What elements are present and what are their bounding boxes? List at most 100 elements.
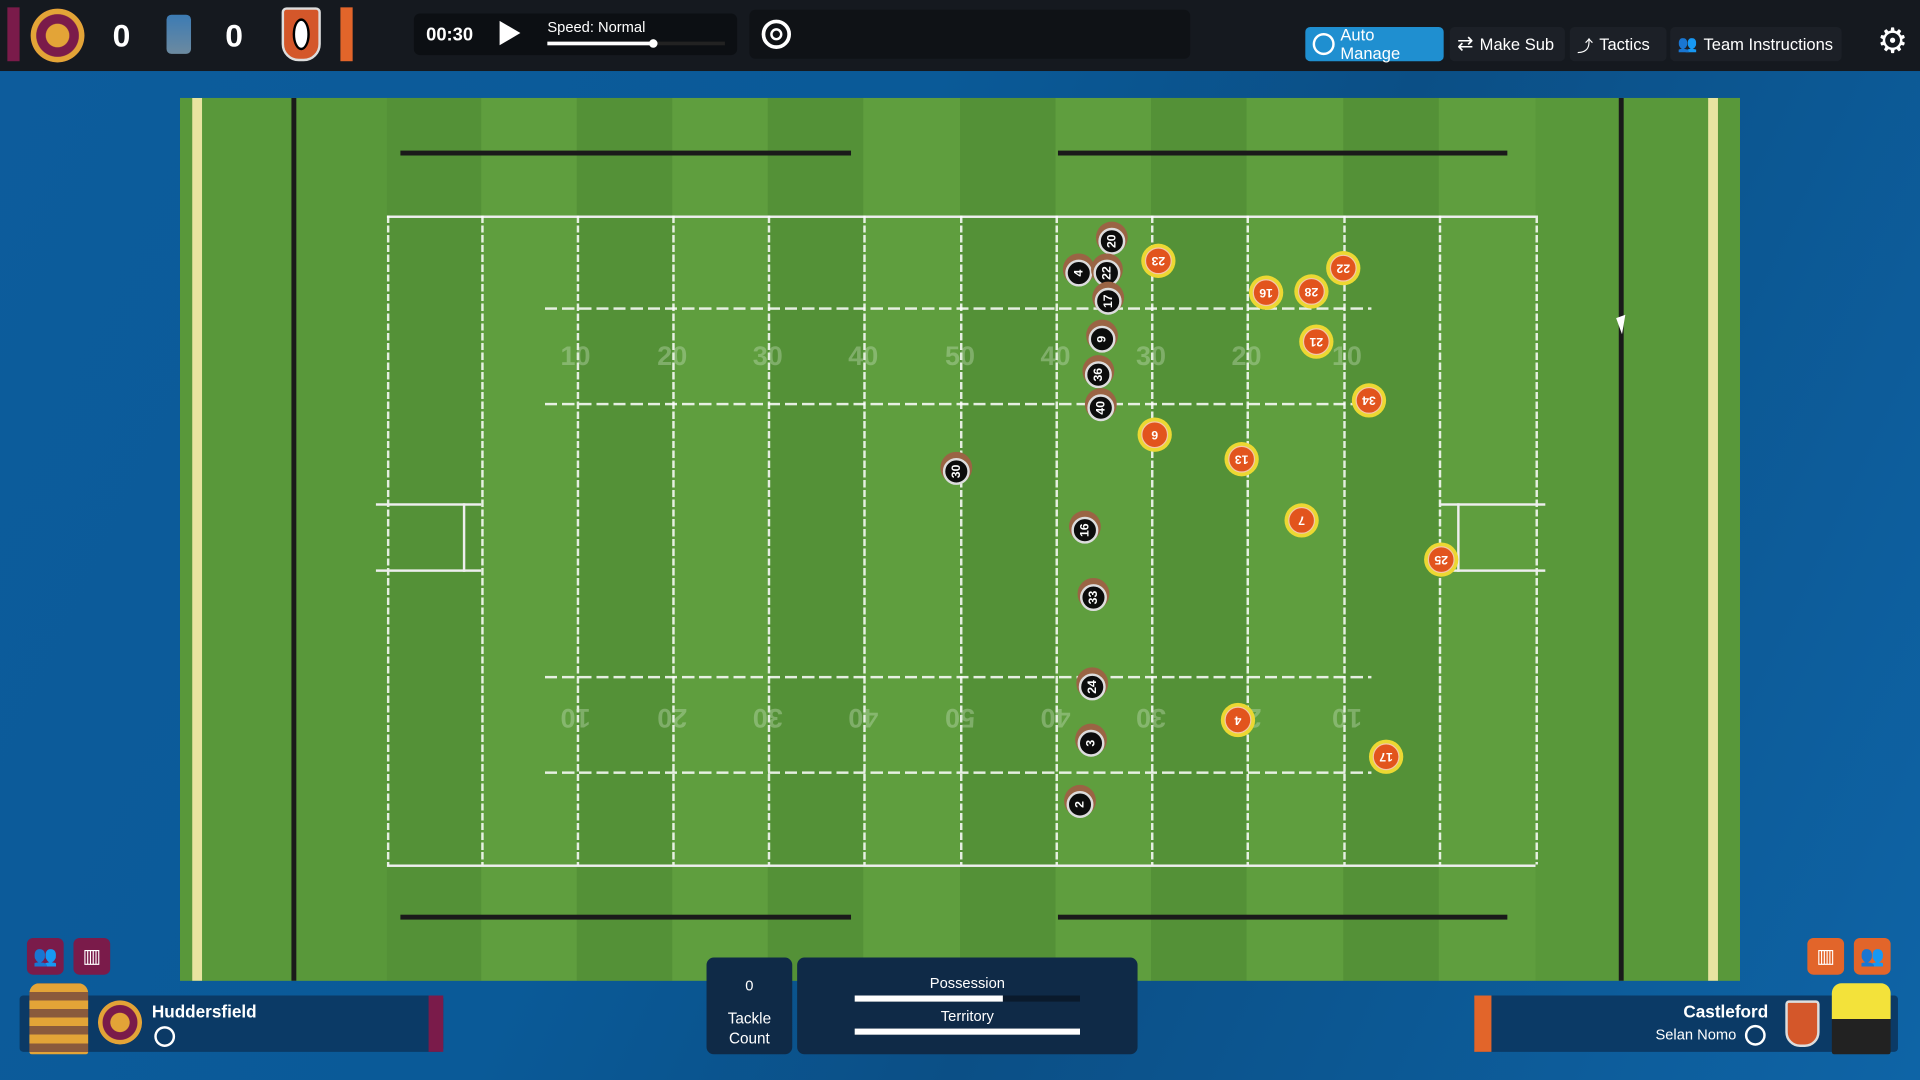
player-orange-6[interactable]: 6 xyxy=(1141,421,1169,449)
yard-number: 40 xyxy=(848,340,879,372)
swap-icon: ⇄ xyxy=(1457,34,1474,56)
dashed-line xyxy=(544,771,1372,774)
auto-manage-label: Auto Manage xyxy=(1340,25,1401,63)
player-black-30[interactable]: 30 xyxy=(942,457,970,485)
player-orange-16[interactable]: 16 xyxy=(1252,279,1280,307)
yard-line xyxy=(576,215,580,865)
stats-icon: ▥ xyxy=(82,946,102,968)
grass-band xyxy=(960,97,1056,981)
make-sub-button[interactable]: ⇄ Make Sub xyxy=(1449,26,1565,62)
league-logo xyxy=(166,14,192,54)
player-orange-34[interactable]: 34 xyxy=(1355,386,1383,414)
player-black-2[interactable]: 2 xyxy=(1066,791,1094,818)
dashed-line xyxy=(544,307,1372,310)
count-label: Count xyxy=(728,1029,770,1047)
home-team-logo xyxy=(97,1000,143,1045)
yard-line xyxy=(1343,215,1346,865)
away-team-button[interactable]: 👥 xyxy=(1853,937,1891,975)
make-sub-label: Make Sub xyxy=(1479,34,1555,54)
tactics-icon: ⤴ xyxy=(1577,36,1594,55)
home-team-panel: Huddersfield xyxy=(19,983,444,1055)
advertising-board xyxy=(1057,914,1508,920)
yard-line xyxy=(1055,215,1058,865)
yard-number: 30 xyxy=(752,702,783,734)
speed-slider[interactable] xyxy=(547,39,725,48)
player-orange-21[interactable]: 21 xyxy=(1302,328,1330,356)
yard-line xyxy=(1535,215,1538,865)
tackle-label: Tackle xyxy=(727,1010,772,1028)
crossbar-right xyxy=(1457,503,1460,572)
yard-number: 40 xyxy=(848,702,879,734)
player-black-20[interactable]: 20 xyxy=(1098,227,1126,255)
player-black-9[interactable]: 9 xyxy=(1088,325,1116,353)
player-orange-22[interactable]: 22 xyxy=(1329,254,1357,282)
grass-band xyxy=(386,97,482,981)
yard-line xyxy=(672,215,675,865)
goal-post-left xyxy=(375,569,482,572)
player-black-36[interactable]: 36 xyxy=(1084,361,1112,389)
team-instructions-button[interactable]: 👥 Team Instructions xyxy=(1670,26,1842,62)
yard-number: 30 xyxy=(1136,702,1167,734)
away-stats-button[interactable]: ▥ xyxy=(1807,937,1845,975)
yard-number: 20 xyxy=(1231,340,1262,372)
yard-number: 30 xyxy=(752,340,783,372)
stats-icon: ▥ xyxy=(1816,946,1835,968)
crossbar-left xyxy=(462,503,466,572)
yard-number: 30 xyxy=(1136,340,1167,372)
player-orange-28[interactable]: 28 xyxy=(1297,277,1325,305)
yard-number: 40 xyxy=(1040,340,1071,372)
yard-line xyxy=(767,215,771,865)
speed-label: Speed: Normal xyxy=(547,18,646,36)
player-orange-25[interactable]: 25 xyxy=(1427,546,1455,574)
possession-bar xyxy=(854,995,1081,1002)
home-color-strip xyxy=(7,7,20,62)
touchline-bottom xyxy=(386,864,1536,867)
advertising-board xyxy=(400,914,852,920)
home-manager-indicator-icon xyxy=(154,1026,176,1047)
home-stats-button[interactable]: ▥ xyxy=(73,937,111,975)
player-black-33[interactable]: 33 xyxy=(1080,584,1107,612)
auto-manage-button[interactable]: Auto Manage xyxy=(1305,25,1444,63)
tackle-count-value: 0 xyxy=(745,977,754,995)
match-time: 00:30 xyxy=(426,24,474,46)
home-team-name: Huddersfield xyxy=(151,1001,257,1022)
match-clock-panel: 00:30 Speed: Normal xyxy=(413,13,738,56)
grass-band xyxy=(767,97,864,981)
top-bar: 0 0 00:30 Speed: Normal Auto Manage ⇄ Ma… xyxy=(0,0,1920,72)
advertising-board xyxy=(400,150,852,156)
player-orange-4[interactable]: 4 xyxy=(1224,706,1252,734)
player-black-16[interactable]: 16 xyxy=(1071,516,1099,544)
player-orange-7[interactable]: 7 xyxy=(1288,506,1316,534)
grass-band xyxy=(576,97,673,981)
player-orange-13[interactable]: 13 xyxy=(1228,445,1256,473)
away-manager-indicator-icon xyxy=(1744,1024,1766,1046)
settings-gear-icon[interactable]: ⚙ xyxy=(1877,22,1908,61)
sideline-strip-right xyxy=(1708,97,1718,981)
player-black-40[interactable]: 40 xyxy=(1087,394,1115,422)
rugby-pitch[interactable]: 1020304050403020101020304050403020102042… xyxy=(180,97,1741,981)
team-icon: 👥 xyxy=(1677,34,1698,53)
player-orange-17[interactable]: 17 xyxy=(1372,743,1400,771)
player-orange-23[interactable]: 23 xyxy=(1144,247,1172,275)
dashed-line xyxy=(544,675,1372,679)
player-black-22[interactable]: 22 xyxy=(1093,259,1121,287)
player-black-24[interactable]: 24 xyxy=(1078,673,1106,701)
away-color-strip xyxy=(340,7,353,62)
yard-number: 50 xyxy=(945,340,975,372)
target-icon[interactable] xyxy=(761,19,792,49)
yard-line xyxy=(481,215,484,865)
yard-number: 10 xyxy=(560,702,591,734)
tactics-button[interactable]: ⤴ Tactics xyxy=(1569,26,1667,62)
away-jersey xyxy=(1831,983,1891,1055)
home-team-logo xyxy=(30,8,85,63)
player-black-3[interactable]: 3 xyxy=(1077,729,1105,757)
yard-line xyxy=(1438,215,1442,865)
home-team-button[interactable]: 👥 xyxy=(26,937,64,975)
play-icon[interactable] xyxy=(499,20,521,46)
grass-band xyxy=(1151,97,1247,981)
team-instructions-label: Team Instructions xyxy=(1703,34,1834,54)
player-black-4[interactable]: 4 xyxy=(1065,259,1093,287)
home-jersey xyxy=(29,983,89,1055)
away-score: 0 xyxy=(225,17,244,54)
player-black-17[interactable]: 17 xyxy=(1094,287,1122,315)
